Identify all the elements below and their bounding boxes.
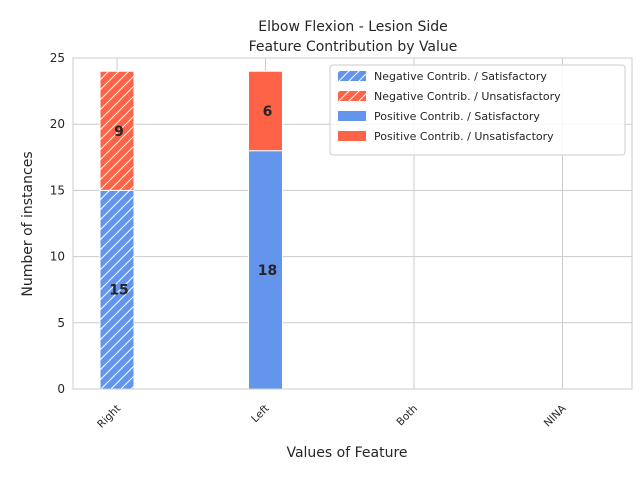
bar-hatch bbox=[100, 71, 134, 191]
bar-hatch bbox=[100, 190, 134, 389]
x-axis-label: Values of Feature bbox=[286, 445, 407, 461]
y-ticks: 0 5 10 15 20 25 bbox=[50, 51, 65, 396]
bar-value-label: 15 bbox=[109, 283, 128, 299]
y-tick-label: 5 bbox=[57, 316, 65, 330]
bar-labels: 15 9 18 6 bbox=[109, 104, 277, 299]
legend: Negative Contrib. / Satisfactory Negative… bbox=[329, 64, 626, 156]
y-tick-label: 25 bbox=[50, 51, 65, 65]
bar-segment bbox=[248, 70, 283, 152]
bar-value-label: 18 bbox=[258, 263, 277, 279]
legend-entry: Negative Contrib. / Satisfactory bbox=[374, 70, 547, 83]
bar-value-label: 6 bbox=[263, 104, 273, 120]
x-tick-label: NINA bbox=[542, 402, 569, 429]
legend-swatch-hatch bbox=[338, 91, 366, 101]
plot-frame bbox=[72, 57, 633, 390]
y-tick-label: 20 bbox=[50, 117, 65, 131]
y-tick-label: 10 bbox=[50, 250, 65, 264]
chart-title-line1: Elbow Flexion - Lesion Side bbox=[258, 19, 447, 35]
y-tick-label: 0 bbox=[57, 382, 65, 396]
legend-entry: Positive Contrib. / Unsatisfactory bbox=[374, 130, 554, 143]
x-tick-label: Left bbox=[249, 403, 271, 425]
bar-value-label: 9 bbox=[114, 124, 124, 140]
x-tick-label: Right bbox=[95, 403, 123, 431]
chart-title-line2: Feature Contribution by Value bbox=[249, 39, 458, 55]
legend-entry: Positive Contrib. / Satisfactory bbox=[374, 110, 540, 123]
y-axis-label: Number of instances bbox=[20, 151, 36, 296]
legend-swatch bbox=[338, 131, 366, 141]
legend-swatch bbox=[338, 111, 366, 121]
bars bbox=[99, 70, 283, 390]
x-ticks: Right Left Both NINA bbox=[95, 402, 569, 431]
x-tick-label: Both bbox=[394, 403, 420, 429]
legend-box bbox=[329, 64, 626, 156]
legend-entry: Negative Contrib. / Unsatisfactory bbox=[374, 90, 561, 103]
y-tick-label: 15 bbox=[50, 183, 65, 197]
legend-swatch-hatch bbox=[338, 71, 366, 81]
